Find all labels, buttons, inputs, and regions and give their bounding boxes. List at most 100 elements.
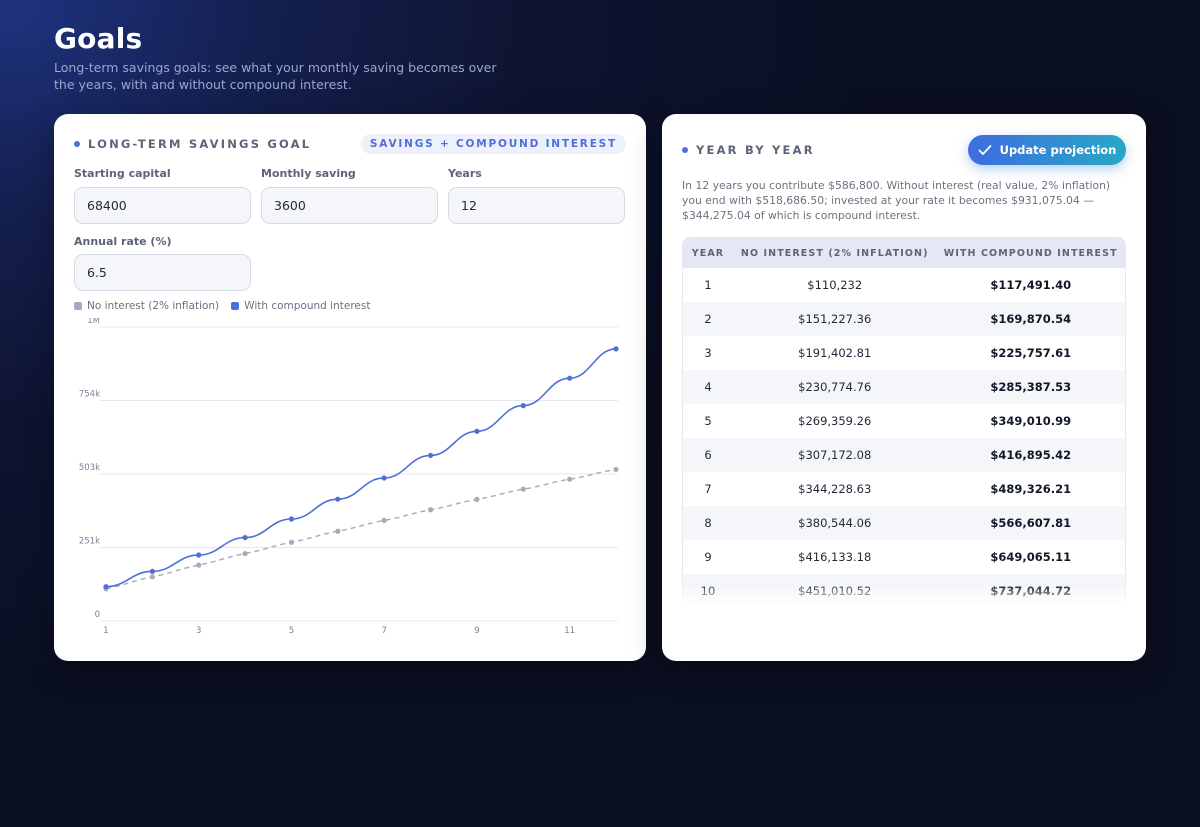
- chart-legend: No interest (2% inflation) With compound…: [74, 300, 370, 312]
- savings-goal-card: LONG-TERM SAVINGS GOAL SAVINGS + COMPOUN…: [54, 114, 646, 661]
- table-row: 2 $151,227.36 $169,870.54: [683, 302, 1125, 336]
- year-by-year-title: YEAR BY YEAR: [682, 143, 815, 157]
- years-label: Years: [448, 167, 482, 180]
- legend-swatch-blue: [231, 302, 240, 310]
- monthly-saving-input[interactable]: [261, 187, 438, 224]
- cell-no-interest: $307,172.08: [733, 438, 937, 472]
- with-interest-point: [613, 346, 619, 352]
- no-interest-point: [567, 476, 573, 482]
- legend-with-interest-label: With compound interest: [244, 300, 371, 312]
- table-row: 9 $416,133.18 $649,065.11: [683, 540, 1125, 574]
- cell-no-interest: $416,133.18: [798, 550, 872, 564]
- x-tick-label: 5: [289, 626, 294, 634]
- year-table: YEAR NO INTEREST (2% INFLATION) WITH COM…: [683, 238, 1125, 603]
- annual-rate-label: Annual rate (%): [74, 235, 172, 248]
- table-row: 4 $230,774.76 $285,387.53: [683, 370, 1125, 404]
- cell-year: 2: [683, 302, 733, 336]
- starting-capital-input[interactable]: [74, 187, 251, 224]
- year-by-year-title-text: YEAR BY YEAR: [696, 143, 815, 157]
- with-interest-point: [567, 375, 573, 381]
- x-tick-label: 3: [196, 626, 201, 634]
- cell-with-interest: $285,387.53: [936, 370, 1125, 404]
- check-icon: [978, 145, 992, 155]
- with-interest-point: [381, 475, 387, 481]
- no-interest-point: [288, 539, 295, 545]
- table-fade-overlay: [682, 584, 1126, 606]
- no-interest-point: [381, 517, 387, 524]
- legend-with-interest: With compound interest: [231, 300, 370, 312]
- x-tick-label: 1: [103, 626, 108, 634]
- no-interest-point: [242, 550, 248, 557]
- with-interest-line: [105, 348, 617, 588]
- no-interest-point: [335, 528, 341, 534]
- savings-goal-title-text: LONG-TERM SAVINGS GOAL: [88, 137, 312, 151]
- table-row: 7 $344,228.63 $489,326.21: [683, 472, 1125, 506]
- x-tick-label: 7: [381, 626, 386, 634]
- annual-rate-input[interactable]: [74, 254, 251, 291]
- y-tick-label: 503k: [79, 463, 100, 473]
- legend-no-interest-label: No interest (2% inflation): [87, 300, 220, 312]
- no-interest-point: [196, 562, 202, 568]
- legend-no-interest: No interest (2% inflation): [74, 300, 219, 312]
- no-interest-point: [427, 507, 434, 513]
- cell-year: 4: [683, 370, 733, 404]
- col-with-interest-header: WITH COMPOUND INTEREST: [936, 238, 1125, 268]
- years-input[interactable]: [448, 187, 625, 224]
- cell-year: 1: [704, 278, 712, 292]
- cell-year: 9: [704, 550, 712, 564]
- cell-year: 3: [704, 346, 712, 360]
- cell-with-interest: $649,065.11: [990, 550, 1072, 564]
- table-row: 3 $191,402.81 $225,757.61: [683, 336, 1125, 370]
- table-row: 5 $269,359.26 $349,010.99: [683, 404, 1125, 438]
- no-interest-point: [520, 486, 526, 492]
- with-interest-point: [242, 534, 248, 541]
- update-projection-button[interactable]: Update projection: [968, 135, 1126, 165]
- cell-year: 8: [683, 506, 733, 540]
- cell-year: 7: [704, 482, 712, 496]
- cell-with-interest: $117,491.40: [990, 278, 1072, 292]
- cell-no-interest: $110,232: [807, 278, 863, 292]
- savings-line-chart: 0 251k 503k 754k 1M 1 3 5 7 9 11: [79, 318, 619, 634]
- cell-with-interest: $225,757.61: [990, 346, 1072, 360]
- with-interest-point: [474, 428, 480, 434]
- with-interest-point: [288, 516, 295, 522]
- cell-no-interest: $380,544.06: [733, 506, 937, 540]
- y-tick-label: 251k: [79, 537, 100, 547]
- cell-no-interest: $344,228.63: [798, 482, 872, 496]
- cell-year: 5: [704, 414, 712, 428]
- with-interest-point: [520, 403, 526, 409]
- cell-no-interest: $191,402.81: [798, 346, 872, 360]
- x-tick-label: 9: [474, 626, 479, 634]
- table-row: 6 $307,172.08 $416,895.42: [683, 438, 1125, 472]
- year-by-year-card: YEAR BY YEAR Update projection In 12 yea…: [662, 114, 1146, 661]
- starting-capital-label: Starting capital: [74, 167, 171, 180]
- page-title: Goals: [54, 22, 143, 55]
- cell-with-interest: $566,607.81: [936, 506, 1125, 540]
- page-subtitle: Long-term savings goals: see what your m…: [54, 60, 497, 92]
- no-interest-point: [149, 574, 155, 580]
- year-table-container[interactable]: YEAR NO INTEREST (2% INFLATION) WITH COM…: [682, 237, 1126, 604]
- col-no-interest-header: NO INTEREST (2% INFLATION): [733, 238, 937, 268]
- no-interest-point: [474, 496, 480, 502]
- page-header: Goals Long-term savings goals: see what …: [54, 22, 514, 93]
- with-interest-point: [335, 496, 341, 502]
- y-tick-label: 0: [95, 610, 100, 620]
- projection-summary: In 12 years you contribute $586,800. Wit…: [682, 179, 1111, 222]
- dot-icon: [682, 147, 688, 153]
- year-table-body: 1 $110,232 $117,491.40 2 $151,227.36 $169,870…: [683, 268, 1125, 603]
- update-projection-label: Update projection: [999, 143, 1117, 157]
- x-tick-label: 11: [564, 626, 575, 634]
- table-header-row: YEAR NO INTEREST (2% INFLATION) WITH COM…: [683, 238, 1125, 268]
- cell-with-interest: $416,895.42: [936, 438, 1125, 472]
- col-year-header: YEAR: [683, 238, 733, 268]
- cell-with-interest: $169,870.54: [936, 302, 1125, 336]
- cell-year: 6: [683, 438, 733, 472]
- monthly-saving-label: Monthly saving: [261, 167, 356, 180]
- with-interest-point: [196, 552, 202, 558]
- no-interest-line: [105, 468, 617, 590]
- table-row: 1 $110,232 $117,491.40: [683, 268, 1125, 302]
- with-interest-point: [149, 568, 155, 574]
- cell-with-interest: $349,010.99: [990, 414, 1072, 428]
- savings-goal-title: LONG-TERM SAVINGS GOAL: [74, 137, 311, 151]
- dot-icon: [74, 141, 80, 147]
